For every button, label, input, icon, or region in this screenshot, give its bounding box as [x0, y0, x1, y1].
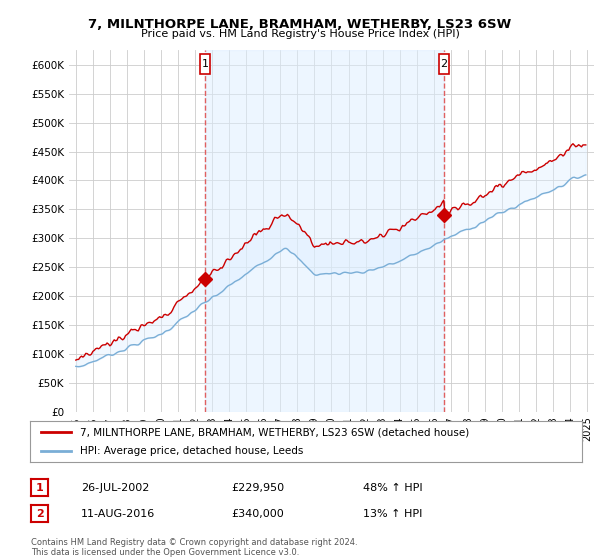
FancyBboxPatch shape [200, 54, 210, 74]
Text: Contains HM Land Registry data © Crown copyright and database right 2024.
This d: Contains HM Land Registry data © Crown c… [31, 538, 358, 557]
Text: 48% ↑ HPI: 48% ↑ HPI [363, 483, 422, 493]
FancyBboxPatch shape [439, 54, 449, 74]
Text: 13% ↑ HPI: 13% ↑ HPI [363, 509, 422, 519]
Text: £229,950: £229,950 [231, 483, 284, 493]
Text: 11-AUG-2016: 11-AUG-2016 [81, 509, 155, 519]
Text: £340,000: £340,000 [231, 509, 284, 519]
Text: HPI: Average price, detached house, Leeds: HPI: Average price, detached house, Leed… [80, 446, 303, 456]
Text: 7, MILNTHORPE LANE, BRAMHAM, WETHERBY, LS23 6SW: 7, MILNTHORPE LANE, BRAMHAM, WETHERBY, L… [88, 18, 512, 31]
Text: Price paid vs. HM Land Registry's House Price Index (HPI): Price paid vs. HM Land Registry's House … [140, 29, 460, 39]
Text: 2: 2 [440, 59, 448, 69]
Text: 7, MILNTHORPE LANE, BRAMHAM, WETHERBY, LS23 6SW (detached house): 7, MILNTHORPE LANE, BRAMHAM, WETHERBY, L… [80, 427, 469, 437]
Text: 2: 2 [36, 508, 43, 519]
Bar [205, 50, 444, 412]
Text: 1: 1 [202, 59, 208, 69]
Text: 26-JUL-2002: 26-JUL-2002 [81, 483, 149, 493]
Text: 1: 1 [36, 483, 43, 493]
